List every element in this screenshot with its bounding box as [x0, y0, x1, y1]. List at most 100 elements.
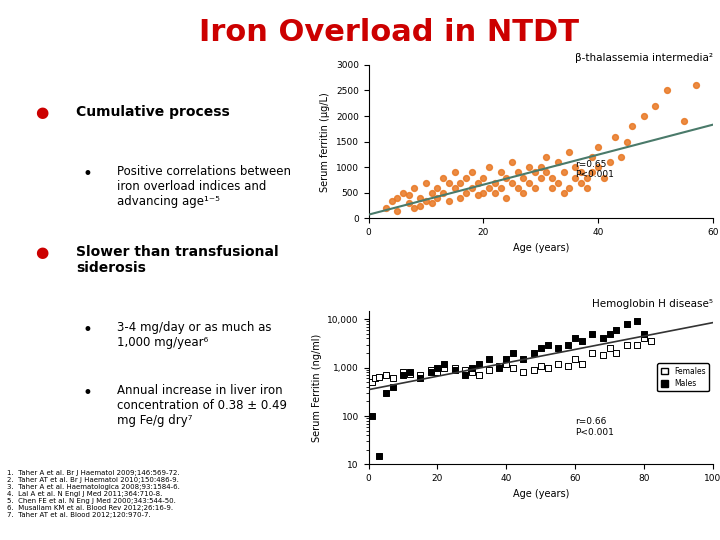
- Point: [587, 153, 598, 161]
- X-axis label: Age (years): Age (years): [513, 243, 569, 253]
- Point: [380, 371, 392, 380]
- Text: Positive correlations between
iron overload indices and
advancing age¹⁻⁵: Positive correlations between iron overl…: [117, 165, 292, 208]
- Point: [425, 368, 436, 376]
- Point: [409, 184, 420, 192]
- Point: [649, 102, 661, 110]
- Point: [523, 178, 535, 187]
- Point: [528, 349, 539, 357]
- Text: 3-4 mg/day or as much as
1,000 mg/year⁶: 3-4 mg/day or as much as 1,000 mg/year⁶: [117, 321, 272, 348]
- Point: [415, 201, 426, 210]
- Point: [593, 143, 604, 151]
- Point: [473, 360, 485, 368]
- Point: [495, 168, 506, 177]
- Point: [535, 173, 546, 182]
- Point: [397, 188, 409, 197]
- Point: [500, 173, 512, 182]
- Point: [546, 184, 558, 192]
- Point: [426, 188, 438, 197]
- Point: [443, 178, 454, 187]
- Point: [552, 344, 564, 353]
- Point: [512, 184, 523, 192]
- Point: [370, 374, 382, 383]
- Point: [562, 361, 574, 370]
- Text: •: •: [83, 321, 93, 339]
- Point: [576, 337, 588, 346]
- Point: [576, 360, 588, 368]
- Point: [373, 373, 384, 381]
- Point: [690, 81, 701, 90]
- Point: [392, 194, 403, 202]
- Text: Iron Overload in NTDT: Iron Overload in NTDT: [199, 18, 579, 47]
- Point: [593, 163, 604, 172]
- Point: [597, 351, 608, 360]
- Point: [523, 163, 535, 172]
- Point: [438, 363, 450, 372]
- Point: [454, 178, 466, 187]
- Legend: Females, Males: Females, Males: [657, 363, 709, 392]
- Point: [564, 184, 575, 192]
- Point: [454, 194, 466, 202]
- Point: [626, 122, 638, 131]
- Text: •: •: [83, 165, 93, 183]
- Point: [575, 178, 587, 187]
- Point: [420, 196, 432, 205]
- Point: [373, 451, 384, 460]
- Text: 1.  Taher A et al. Br J Haematol 2009;146:569-72.
2.  Taher AT et al. Br J Haema: 1. Taher A et al. Br J Haematol 2009;146…: [7, 470, 180, 518]
- Point: [546, 173, 558, 182]
- Point: [426, 199, 438, 207]
- Point: [506, 178, 518, 187]
- Point: [587, 329, 598, 338]
- Point: [570, 355, 581, 363]
- Point: [460, 188, 472, 197]
- Point: [380, 389, 392, 397]
- Text: r=0.66
P<0.001: r=0.66 P<0.001: [575, 417, 614, 437]
- Point: [542, 363, 554, 372]
- Point: [449, 363, 460, 372]
- Point: [597, 334, 608, 343]
- Point: [466, 184, 477, 192]
- Point: [621, 137, 632, 146]
- Point: [500, 355, 512, 363]
- Point: [500, 360, 512, 368]
- Point: [529, 168, 541, 177]
- Point: [581, 184, 593, 192]
- Point: [604, 158, 616, 166]
- Point: [432, 363, 444, 372]
- Point: [611, 326, 622, 334]
- Point: [518, 368, 529, 376]
- Point: [366, 411, 378, 420]
- Point: [494, 361, 505, 370]
- Point: [552, 360, 564, 368]
- Point: [404, 369, 415, 378]
- Point: [575, 168, 587, 177]
- Point: [403, 199, 415, 207]
- Text: Annual increase in liver iron
concentration of 0.38 ± 0.49
mg Fe/g dry⁷: Annual increase in liver iron concentrat…: [117, 384, 287, 428]
- Point: [638, 112, 649, 120]
- Point: [500, 194, 512, 202]
- Point: [477, 173, 489, 182]
- Point: [415, 371, 426, 380]
- Point: [415, 194, 426, 202]
- Point: [541, 168, 552, 177]
- Point: [528, 366, 539, 374]
- Point: [494, 363, 505, 372]
- Point: [459, 371, 471, 380]
- Point: [392, 206, 403, 215]
- Point: [386, 196, 397, 205]
- Point: [661, 86, 672, 94]
- Point: [570, 173, 581, 182]
- Point: [518, 173, 529, 182]
- Text: ●: ●: [35, 245, 48, 260]
- Point: [638, 334, 649, 343]
- Point: [552, 158, 564, 166]
- Point: [558, 168, 570, 177]
- Point: [483, 366, 495, 374]
- Point: [432, 184, 444, 192]
- Point: [459, 366, 471, 374]
- Point: [621, 340, 632, 349]
- Point: [587, 349, 598, 357]
- Point: [432, 368, 444, 376]
- Point: [541, 153, 552, 161]
- Point: [460, 173, 472, 182]
- Point: [366, 378, 378, 387]
